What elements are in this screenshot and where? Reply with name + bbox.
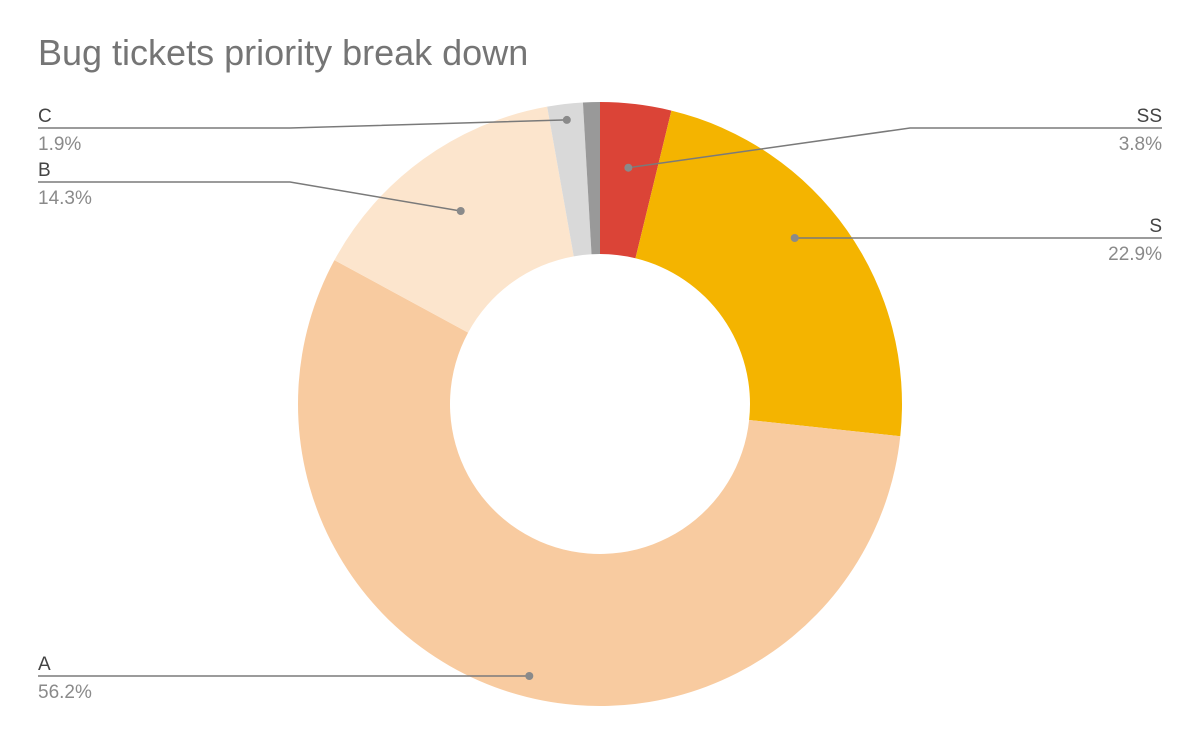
slice-percent: 56.2% [38, 682, 92, 703]
callout-dot [790, 234, 799, 242]
slice-label: C [38, 106, 52, 127]
slice-ss [600, 102, 672, 259]
callout-s: S 22.9% [790, 216, 1162, 265]
slice-label: SS [1137, 106, 1162, 127]
slice-a [297, 260, 901, 706]
slice-label: B [38, 160, 51, 181]
callout-dot [525, 672, 534, 680]
callout-a: A 56.2% [38, 654, 534, 703]
callout-dot [456, 207, 465, 216]
callout-line [38, 181, 461, 212]
slice-label: S [1149, 216, 1162, 237]
callout-dot [562, 115, 571, 124]
slice-percent: 3.8% [1119, 134, 1162, 155]
donut-slices [297, 102, 902, 706]
callout-c: C 1.9% [38, 106, 571, 155]
slice-s [635, 110, 902, 437]
callout-line [628, 127, 1162, 169]
slice-b [334, 106, 574, 333]
callout-dot [624, 163, 633, 172]
callout-labels: SS 3.8% S 22.9% A 56.2% B 14.3% C 1.9% [38, 106, 1162, 703]
callout-line [38, 119, 567, 129]
slice-label: A [38, 654, 51, 675]
slice-percent: 22.9% [1108, 244, 1162, 265]
slice-percent: 14.3% [38, 188, 92, 209]
callout-b: B 14.3% [38, 160, 465, 216]
slice-percent: 1.9% [38, 134, 81, 155]
slice-other [582, 102, 600, 255]
slice-c [547, 102, 592, 257]
callout-ss: SS 3.8% [624, 106, 1162, 172]
chart-title: Bug tickets priority break down [38, 32, 529, 73]
